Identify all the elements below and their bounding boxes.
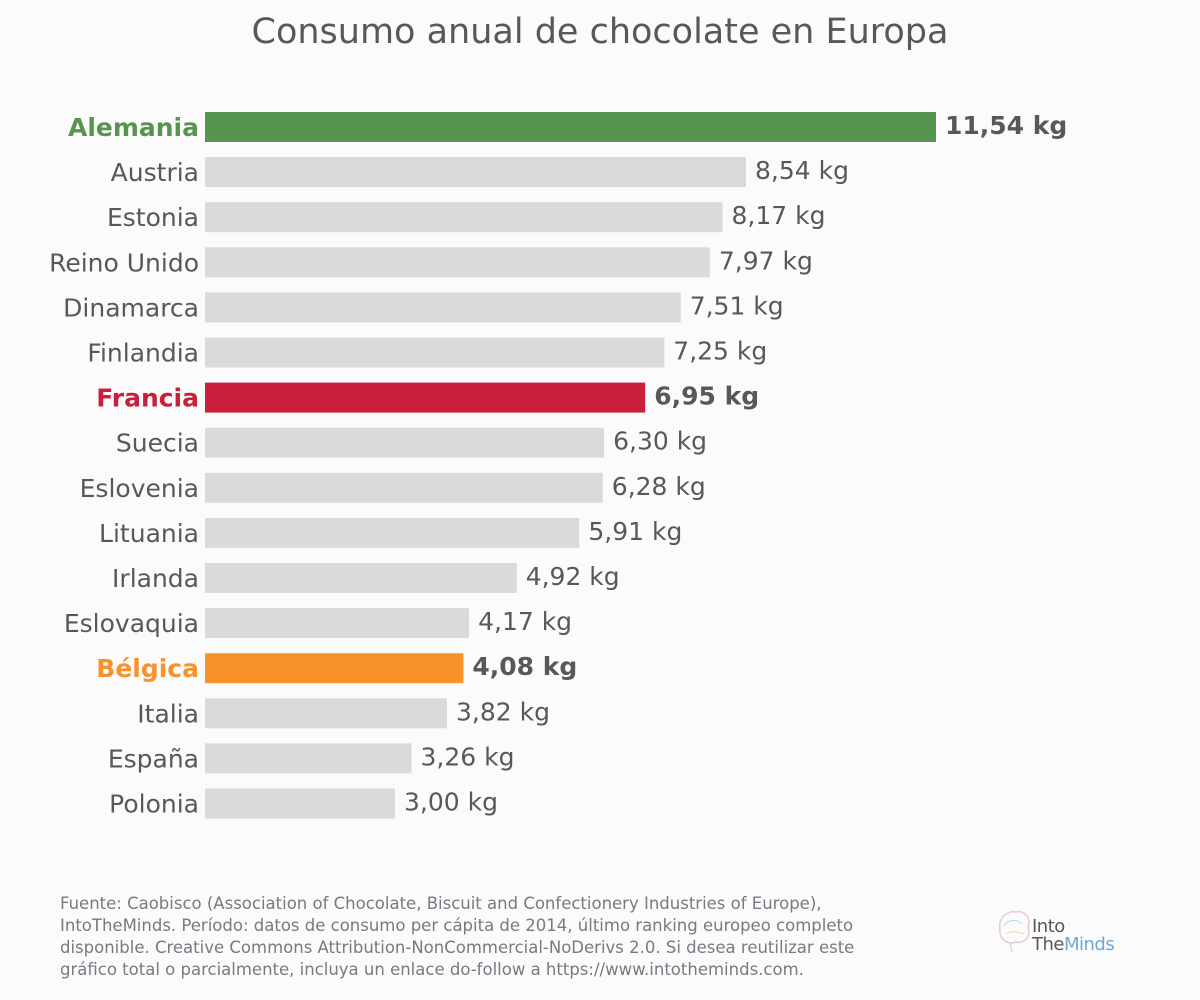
logo-text-minds: Minds <box>1063 934 1115 955</box>
category-label: Estonia <box>107 203 199 232</box>
bar-austria <box>205 157 746 188</box>
category-label: Eslovaquia <box>64 609 199 638</box>
category-label: Austria <box>111 158 199 187</box>
value-label: 5,91 kg <box>588 517 682 546</box>
value-label: 8,54 kg <box>755 156 849 185</box>
value-label: 3,00 kg <box>404 788 498 817</box>
category-label: Reino Unido <box>49 248 199 277</box>
category-label: Finlandia <box>87 339 199 368</box>
bar-eslovenia <box>205 472 603 503</box>
bar-polonia <box>205 788 395 819</box>
bar-reino-unido <box>205 247 710 278</box>
value-label: 6,30 kg <box>613 427 707 456</box>
value-label: 7,51 kg <box>690 291 784 320</box>
brain-icon <box>999 910 1030 953</box>
value-label: 4,92 kg <box>526 562 620 591</box>
bar-dinamarca <box>205 292 681 323</box>
bar-finlandia <box>205 337 665 368</box>
logo-text-the: The <box>1032 934 1064 955</box>
category-label: Polonia <box>109 790 199 819</box>
chart-title: Consumo anual de chocolate en Europa <box>251 12 949 52</box>
bar-lituania <box>205 517 580 548</box>
logo-text-into: Into <box>1032 916 1065 937</box>
value-label: 4,08 kg <box>472 652 577 681</box>
category-label: Suecia <box>116 429 199 458</box>
value-label: 7,97 kg <box>719 246 813 275</box>
bar-eslovaquia <box>205 608 470 639</box>
value-label: 4,17 kg <box>478 607 572 636</box>
brand-logo: Into TheMinds <box>994 906 1134 966</box>
bar-alemania <box>205 112 936 142</box>
source-line: gráfico total o parcialmente, incluya un… <box>60 960 804 979</box>
category-label: Italia <box>137 699 199 728</box>
bar-estonia <box>205 202 723 233</box>
value-label: 6,95 kg <box>654 382 759 411</box>
value-label: 7,25 kg <box>673 337 767 366</box>
value-label: 11,54 kg <box>945 111 1067 140</box>
bar-españa <box>205 743 412 774</box>
value-label: 8,17 kg <box>732 201 826 230</box>
category-label: Irlanda <box>112 564 199 593</box>
category-label: Francia <box>96 384 199 413</box>
bar-francia <box>205 382 646 413</box>
category-label: Eslovenia <box>80 474 199 503</box>
source-note: Fuente: Caobisco (Association of Chocola… <box>60 893 960 981</box>
source-line: Fuente: Caobisco (Association of Chocola… <box>60 894 822 913</box>
bar-chart: Alemania 11,54 kg Austria 8,54 kg Estonia 8,1… <box>49 111 1067 819</box>
logo-text-theminds: TheMinds <box>1032 934 1115 955</box>
value-label: 3,82 kg <box>456 697 550 726</box>
bar-bélgica <box>205 653 464 684</box>
bar-suecia <box>205 427 605 458</box>
category-label: Lituania <box>99 519 199 548</box>
bar-irlanda <box>205 563 517 593</box>
category-label: Bélgica <box>96 654 199 683</box>
source-line: disponible. Creative Commons Attribution… <box>60 938 855 957</box>
source-line: IntoTheMinds. Período: datos de consumo … <box>60 916 854 935</box>
category-label: Dinamarca <box>63 293 199 322</box>
value-label: 3,26 kg <box>421 742 515 771</box>
category-label: Alemania <box>68 113 199 142</box>
value-label: 6,28 kg <box>612 472 706 501</box>
bar-italia <box>205 698 447 729</box>
category-label: España <box>108 744 199 773</box>
